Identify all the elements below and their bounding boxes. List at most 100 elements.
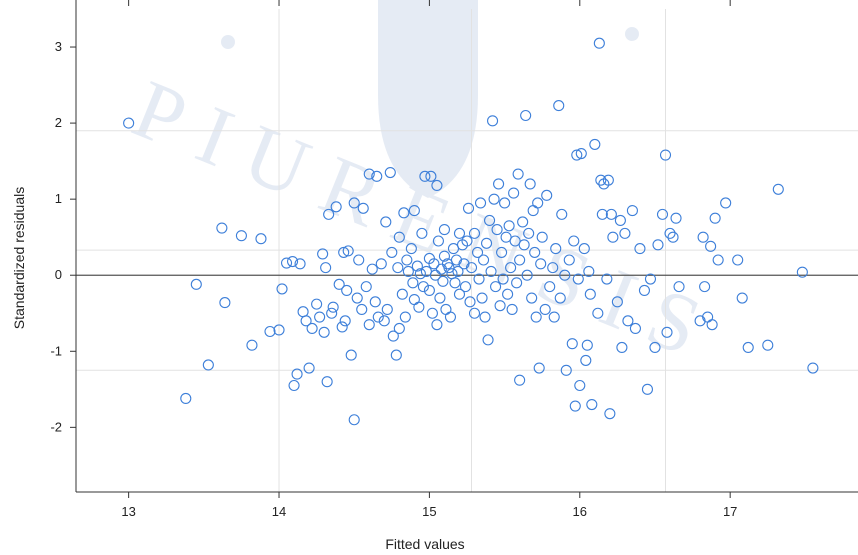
data-point-60 bbox=[393, 322, 405, 335]
data-point-2 bbox=[190, 278, 202, 290]
data-point-160 bbox=[548, 311, 560, 323]
data-point-167 bbox=[563, 254, 575, 266]
data-point-26 bbox=[321, 376, 333, 388]
data-point-32 bbox=[336, 321, 348, 333]
data-point-174 bbox=[575, 147, 587, 160]
data-point-120 bbox=[484, 214, 496, 227]
data-point-207 bbox=[661, 326, 673, 338]
data-point-119 bbox=[482, 334, 494, 346]
data-point-158 bbox=[544, 281, 556, 293]
data-point-20 bbox=[306, 322, 318, 335]
data-point-71 bbox=[411, 260, 423, 272]
data-point-226 bbox=[796, 266, 808, 278]
data-point-24 bbox=[318, 326, 330, 338]
data-point-106 bbox=[461, 235, 473, 247]
data-point-173 bbox=[574, 379, 586, 392]
data-point-225 bbox=[772, 183, 784, 195]
x-axis-label: Fitted values bbox=[385, 536, 464, 552]
data-point-161 bbox=[550, 243, 562, 255]
x-tick-label-13: 13 bbox=[121, 504, 135, 519]
tick-labels: 13 14 15 16 17 -2 -1 0 1 2 3 bbox=[50, 39, 737, 519]
data-point-129 bbox=[497, 273, 509, 285]
data-point-108 bbox=[464, 296, 476, 308]
data-point-128 bbox=[496, 246, 508, 258]
x-tick-label-16: 16 bbox=[573, 504, 587, 519]
data-point-203 bbox=[649, 341, 661, 354]
data-point-220 bbox=[720, 197, 732, 209]
data-point-92 bbox=[440, 303, 452, 315]
data-point-148 bbox=[526, 292, 538, 304]
data-point-107 bbox=[462, 202, 475, 214]
data-point-123 bbox=[488, 193, 500, 205]
data-point-192 bbox=[611, 296, 623, 308]
data-point-206 bbox=[659, 149, 672, 161]
data-point-35 bbox=[341, 284, 353, 296]
data-point-65 bbox=[401, 254, 413, 266]
data-point-57 bbox=[387, 330, 399, 342]
data-point-153 bbox=[533, 362, 545, 374]
data-point-194 bbox=[616, 341, 628, 354]
data-point-219 bbox=[712, 254, 724, 266]
data-point-5 bbox=[219, 297, 231, 309]
data-point-30 bbox=[330, 201, 342, 213]
data-point-56 bbox=[386, 246, 398, 258]
data-point-144 bbox=[520, 109, 532, 122]
data-point-132 bbox=[502, 288, 514, 300]
data-point-187 bbox=[601, 273, 613, 285]
data-point-3 bbox=[202, 359, 214, 371]
data-point-124 bbox=[490, 281, 502, 293]
data-point-9 bbox=[264, 325, 276, 338]
data-point-185 bbox=[596, 208, 608, 220]
data-point-152 bbox=[532, 197, 544, 209]
watermark-dot-right bbox=[625, 27, 639, 41]
data-point-151 bbox=[530, 311, 542, 323]
y-tick-label-3: 3 bbox=[55, 39, 62, 54]
data-point-7 bbox=[246, 339, 258, 351]
data-point-105 bbox=[459, 281, 472, 293]
data-point-180 bbox=[586, 398, 598, 411]
data-point-117 bbox=[479, 311, 491, 323]
grid-lines bbox=[76, 9, 858, 492]
data-point-51 bbox=[375, 258, 387, 270]
data-point-62 bbox=[396, 288, 408, 300]
data-point-16 bbox=[294, 258, 306, 270]
data-point-166 bbox=[560, 364, 572, 376]
x-tick-label-14: 14 bbox=[272, 504, 286, 519]
data-point-162 bbox=[553, 100, 565, 112]
data-point-80 bbox=[425, 170, 437, 182]
data-point-8 bbox=[255, 233, 267, 245]
data-point-31 bbox=[333, 278, 345, 290]
data-point-1 bbox=[180, 392, 192, 404]
data-point-126 bbox=[493, 178, 505, 190]
data-point-61 bbox=[393, 231, 405, 243]
data-point-11 bbox=[276, 283, 288, 295]
data-point-67 bbox=[405, 243, 417, 255]
data-point-48 bbox=[369, 296, 381, 308]
data-point-64 bbox=[399, 311, 411, 323]
data-point-197 bbox=[626, 205, 638, 217]
data-point-165 bbox=[559, 269, 571, 281]
data-point-164 bbox=[556, 208, 568, 220]
data-point-109 bbox=[465, 262, 478, 274]
data-point-15 bbox=[291, 368, 303, 380]
data-point-78 bbox=[423, 284, 435, 296]
data-point-227 bbox=[807, 362, 819, 374]
data-point-224 bbox=[762, 339, 774, 351]
data-point-147 bbox=[524, 178, 536, 190]
data-point-40 bbox=[351, 292, 363, 304]
data-point-12 bbox=[280, 257, 293, 269]
data-point-100 bbox=[452, 265, 464, 277]
data-point-216 bbox=[705, 240, 717, 252]
data-point-28 bbox=[326, 307, 338, 319]
data-point-141 bbox=[514, 374, 526, 386]
data-point-198 bbox=[629, 322, 641, 335]
data-point-34 bbox=[339, 315, 351, 327]
data-point-86 bbox=[432, 235, 444, 247]
data-point-44 bbox=[360, 281, 372, 293]
data-point-63 bbox=[398, 207, 410, 219]
data-point-214 bbox=[699, 281, 711, 293]
data-point-76 bbox=[419, 170, 431, 182]
data-point-121 bbox=[485, 265, 497, 277]
data-point-36 bbox=[342, 245, 354, 257]
data-point-10 bbox=[273, 324, 285, 336]
